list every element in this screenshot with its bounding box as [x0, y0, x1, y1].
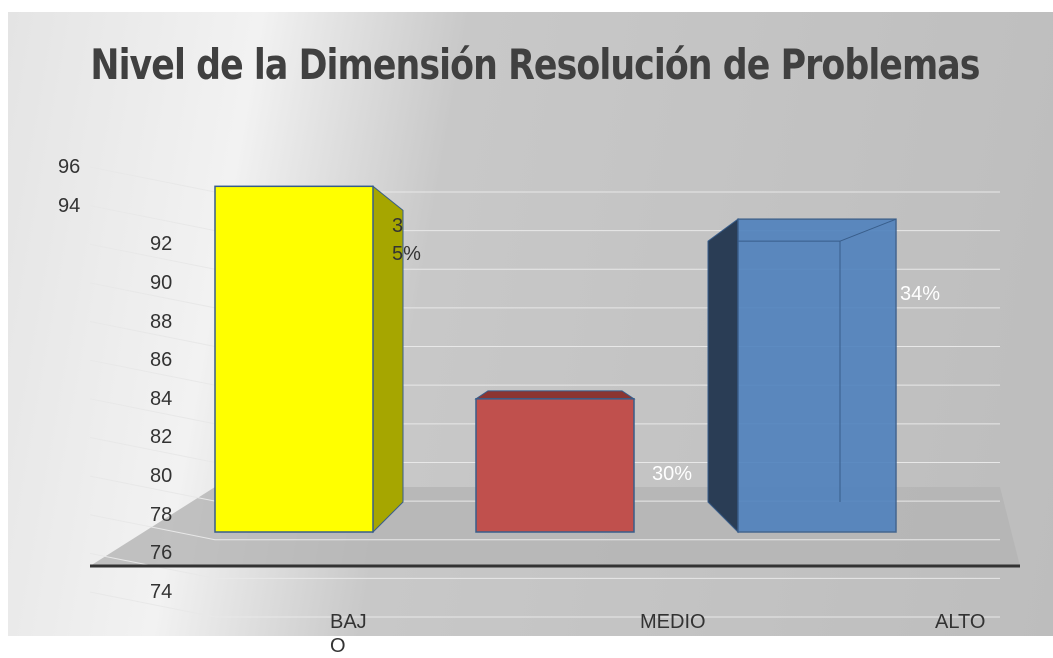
- y-tick-label: 92: [150, 233, 173, 256]
- y-tick-label: 76: [150, 542, 173, 565]
- bar-top: [474, 390, 636, 400]
- y-tick-label: 90: [150, 271, 173, 294]
- y-tick-label: 88: [150, 310, 173, 333]
- grid-line: [89, 514, 1000, 541]
- x-tick-label: BAJO: [330, 611, 367, 657]
- y-tick-label: 96: [58, 156, 81, 178]
- data-label: 35%: [392, 215, 421, 265]
- data-label: 34%: [900, 283, 941, 305]
- x-tick-label: ALTO: [935, 611, 986, 633]
- y-tick-label: 78: [150, 503, 173, 526]
- y-tick-label: 74: [150, 581, 173, 603]
- bar-edge: [738, 218, 897, 502]
- bar: [214, 185, 374, 533]
- y-tick-label: 94: [58, 194, 81, 217]
- y-tick-label: 82: [150, 426, 173, 449]
- bar: [737, 218, 897, 533]
- grid-line: [89, 591, 1000, 618]
- y-tick-label: 84: [150, 387, 173, 410]
- bar-side: [707, 218, 739, 534]
- y-tick-label: 86: [150, 349, 173, 372]
- data-label: 30%: [652, 463, 693, 485]
- bar: [475, 398, 635, 533]
- chart-title: Nivel de la Dimensión Resolución de Prob…: [90, 40, 980, 89]
- y-tick-label: 80: [150, 465, 173, 488]
- grid-line: [89, 552, 1000, 579]
- x-tick-label: MEDIO: [640, 611, 706, 633]
